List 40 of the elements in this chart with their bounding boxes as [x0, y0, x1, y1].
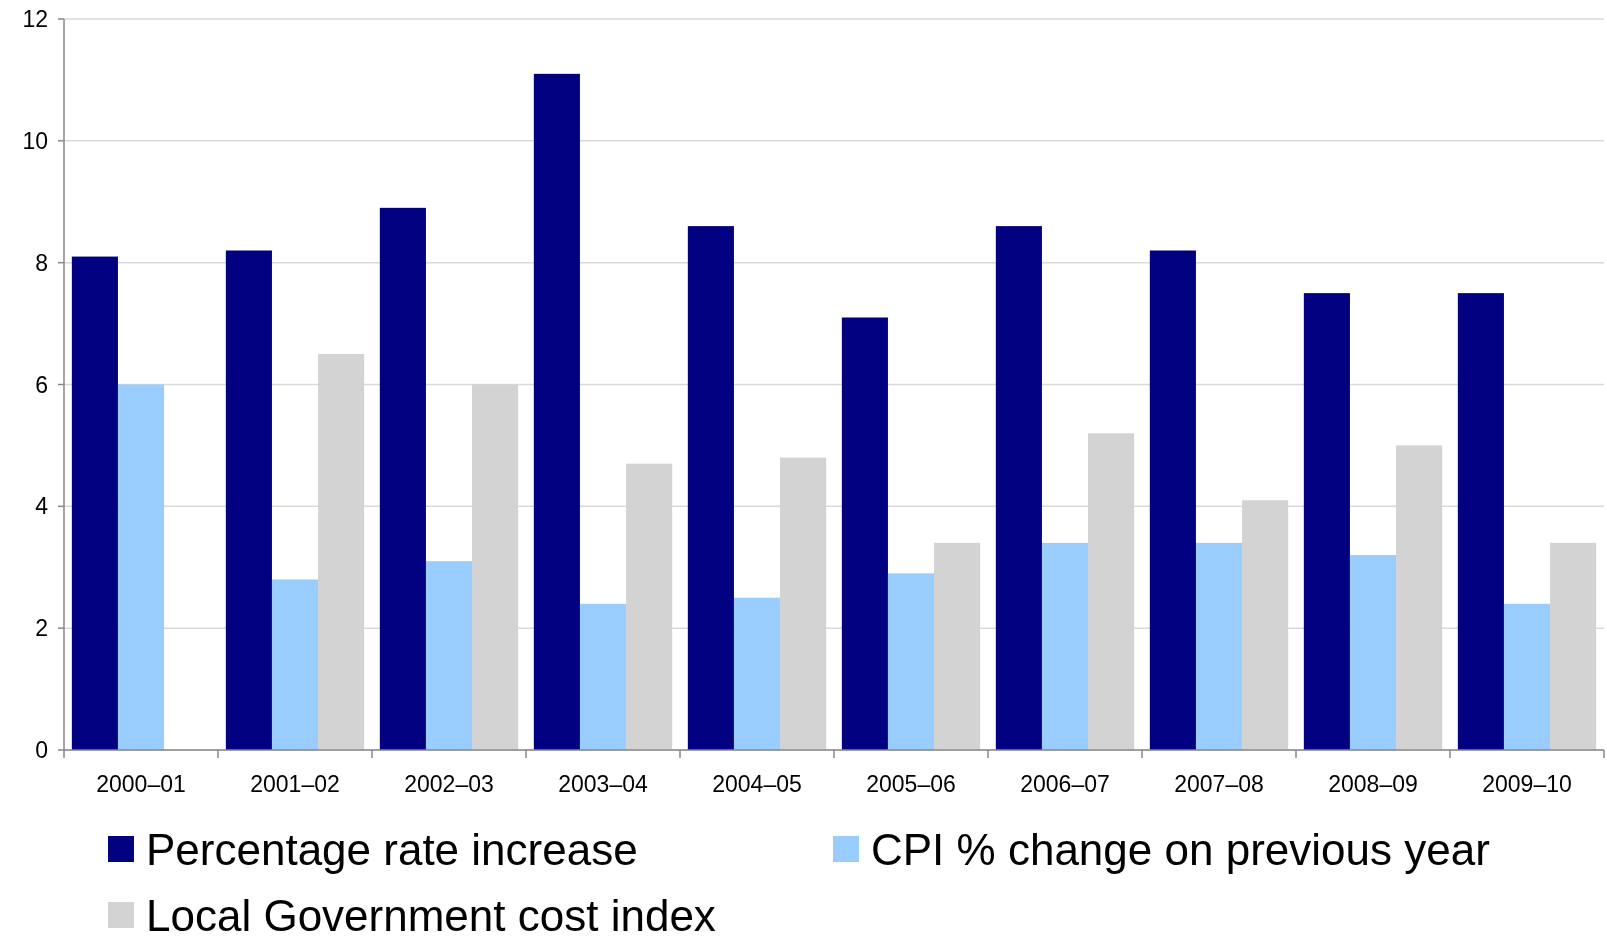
x-tick-label: 2009–10: [1482, 771, 1572, 797]
bar: [533, 73, 580, 750]
bar: [733, 597, 781, 750]
y-tick-label: 2: [35, 615, 48, 642]
bar: [1149, 250, 1196, 750]
legend-label: CPI % change on previous year: [871, 825, 1490, 875]
y-tick-label: 6: [35, 371, 48, 398]
y-tick-label: 12: [22, 6, 48, 33]
x-tick-label: 2007–08: [1174, 771, 1264, 797]
bar: [271, 579, 319, 750]
bar: [1349, 555, 1397, 750]
y-tick-label: 4: [35, 493, 49, 520]
bar: [1041, 542, 1089, 750]
legend-label: Local Government cost index: [146, 891, 716, 937]
bar: [841, 317, 888, 750]
x-tick-label: 2003–04: [558, 771, 648, 797]
bar: [579, 603, 627, 750]
bar: [687, 226, 734, 750]
x-tick-label: 2008–09: [1328, 771, 1418, 797]
legend-label: Percentage rate increase: [146, 825, 638, 875]
y-tick-label: 8: [35, 249, 48, 276]
x-tick-label: 2006–07: [1020, 771, 1110, 797]
bar: [379, 207, 426, 750]
bar: [71, 256, 118, 750]
bar: [995, 226, 1042, 750]
bar: [225, 250, 272, 750]
x-tick-label: 2004–05: [712, 771, 802, 797]
x-tick-label: 2005–06: [866, 771, 956, 797]
x-tick-label: 2000–01: [96, 771, 186, 797]
bar: [1503, 603, 1551, 750]
y-tick-label: 10: [22, 127, 48, 154]
bar: [117, 384, 165, 750]
bar: [425, 561, 473, 750]
x-tick-label: 2001–02: [250, 771, 340, 797]
bar: [887, 573, 935, 750]
bar: [1457, 293, 1504, 750]
bar: [1195, 542, 1243, 750]
bar: [1303, 293, 1350, 750]
y-tick-label: 0: [35, 737, 48, 764]
x-tick-label: 2002–03: [404, 771, 494, 797]
